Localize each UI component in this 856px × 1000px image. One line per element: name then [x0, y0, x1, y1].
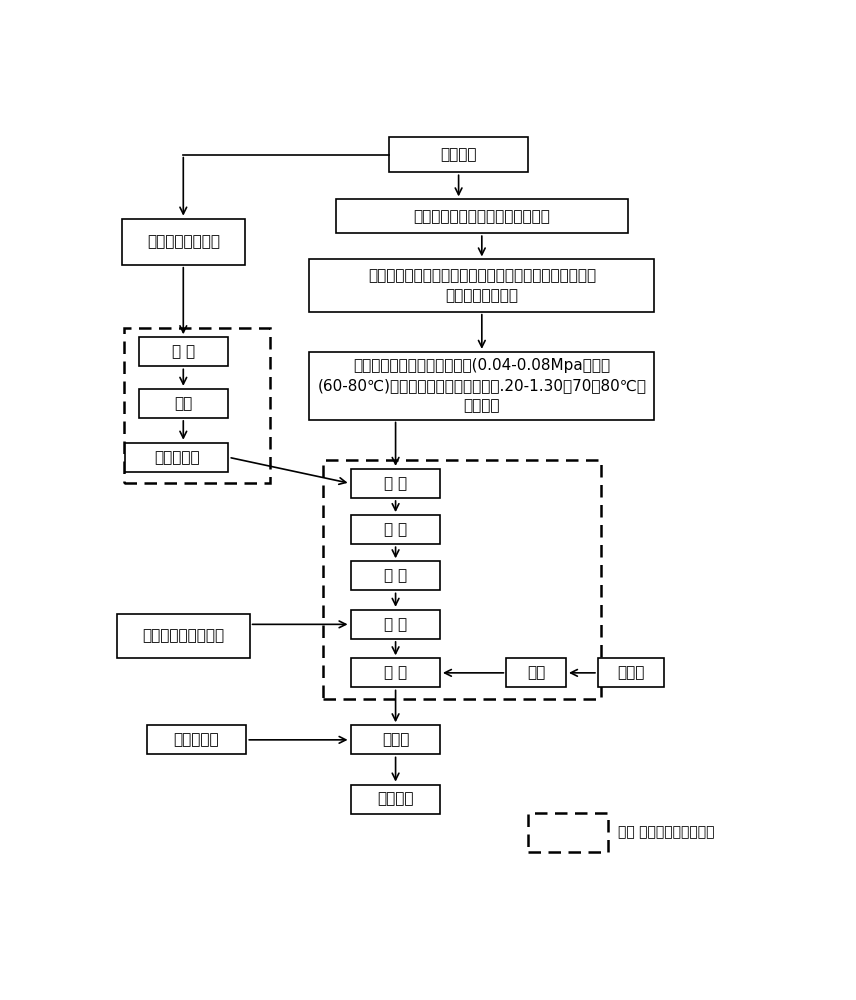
Text: 细粉: 细粉 [174, 396, 193, 411]
Bar [351, 658, 440, 687]
Text: 总 混: 总 混 [384, 617, 407, 632]
Text: 清洁: 清洁 [527, 665, 545, 680]
Bar [351, 725, 440, 754]
Text: 微生物检测: 微生物检测 [154, 450, 199, 465]
Text: 外包装: 外包装 [382, 732, 409, 747]
Text: 山楂、红枣、淡竹叶、栀子、甘草: 山楂、红枣、淡竹叶、栀子、甘草 [413, 209, 550, 224]
Text: 成品入库: 成品入库 [377, 792, 413, 807]
Text: 合并煎液，滤过，滤液在减压(0.04-0.08Mpa）温度
(60-80℃)条件下浓缩成相对密度为１.20-1.30（70～80℃）
的浸膏。: 合并煎液，滤过，滤液在减压(0.04-0.08Mpa）温度 (60-80℃)条件… [318, 358, 646, 413]
Bar [309, 352, 654, 420]
Bar [597, 658, 664, 687]
Text: 备料加工: 备料加工 [440, 147, 477, 162]
Text: 挥发性辅料，喷加。: 挥发性辅料，喷加。 [142, 628, 224, 643]
Bar [117, 614, 250, 658]
Bar [351, 610, 440, 639]
Bar [351, 469, 440, 498]
Bar [122, 219, 245, 265]
Text: 整 粒: 整 粒 [384, 568, 407, 583]
Text: 干 燥: 干 燥 [384, 522, 407, 537]
Bar [336, 199, 627, 233]
Bar [389, 137, 528, 172]
Text: 注： 框内为Ｄ级洁净区域: 注： 框内为Ｄ级洁净区域 [618, 825, 714, 839]
Text: 粉 碎: 粉 碎 [172, 344, 195, 359]
Bar [351, 785, 440, 814]
Bar [351, 561, 440, 590]
Text: 复合膜: 复合膜 [617, 665, 645, 680]
Bar [309, 259, 654, 312]
Text: 外包装材料: 外包装材料 [174, 732, 219, 747]
Text: 分 装: 分 装 [384, 665, 407, 680]
Bar [147, 725, 247, 754]
Text: 辅料、食品添加剂: 辅料、食品添加剂 [146, 234, 220, 249]
Bar [351, 515, 440, 544]
Bar [139, 389, 228, 418]
Bar [125, 443, 228, 472]
Text: 制 粒: 制 粒 [384, 476, 407, 491]
Text: 加入提取物料重量的２０～４０倍饮用水煎煮１～３次，
每次１～２小时。: 加入提取物料重量的２０～４０倍饮用水煎煮１～３次， 每次１～２小时。 [368, 268, 596, 303]
Bar [507, 658, 566, 687]
Bar [323, 460, 601, 699]
Bar [528, 813, 608, 852]
Bar [123, 328, 270, 483]
Bar [139, 337, 228, 366]
